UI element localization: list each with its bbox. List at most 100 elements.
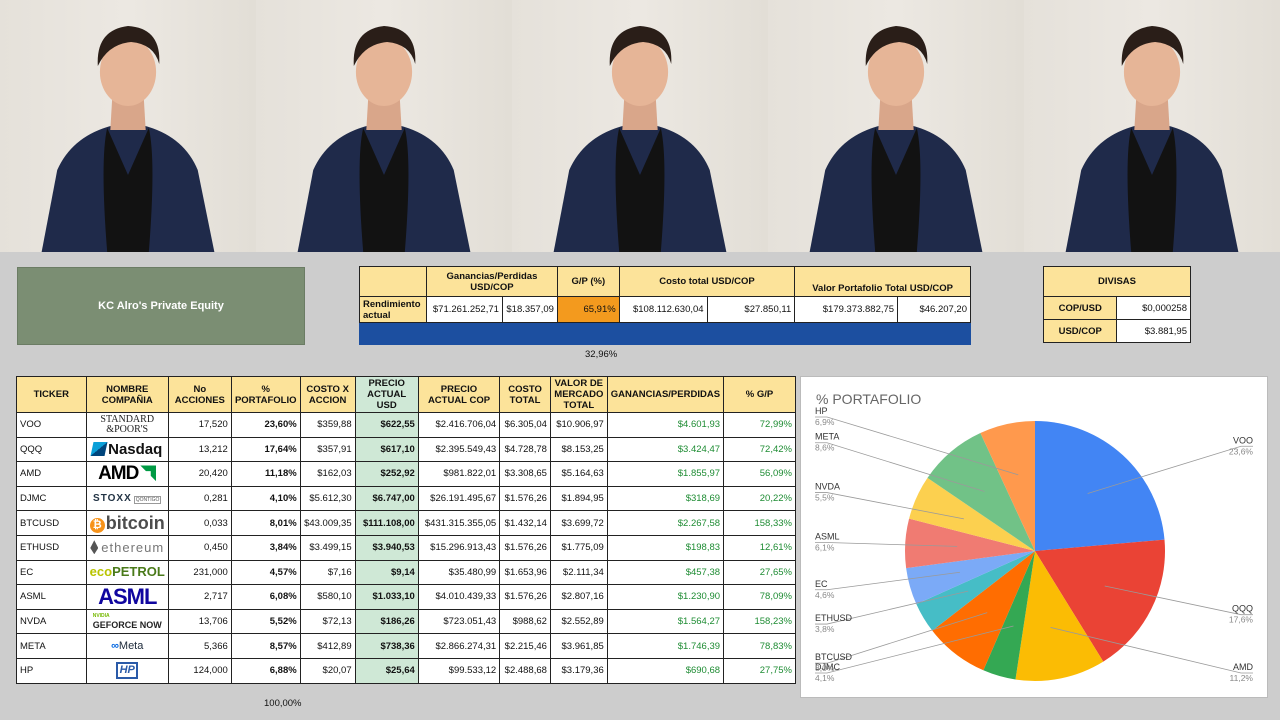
gains-cell[interactable]: $2.267,58 [606, 510, 725, 536]
portfolio-pct-cell[interactable]: 23,60% [230, 412, 301, 438]
pie-slice-ethusd[interactable] [916, 551, 1035, 631]
shares-cell[interactable]: 0,450 [167, 534, 232, 561]
col-header-market-value[interactable]: VALOR DE MERCADO TOTAL [549, 376, 608, 413]
pie-slice-qqq[interactable] [1035, 539, 1165, 662]
gains-cell[interactable]: $4.601,93 [606, 412, 725, 438]
shares-cell[interactable]: 0,281 [167, 485, 232, 512]
shares-cell[interactable]: 0,033 [167, 510, 232, 536]
price-cop-cell[interactable]: $723.051,43 [417, 608, 501, 635]
summary-header-gains[interactable]: Ganancias/Perdidas USD/COP [425, 266, 558, 297]
portfolio-pct-cell[interactable]: 11,18% [230, 461, 301, 487]
summary-header-value[interactable]: Valor Portafolio Total USD/COP [794, 266, 971, 297]
company-logo-cell[interactable]: AMD [85, 461, 169, 487]
cost-total-cell[interactable]: $1.576,26 [499, 584, 551, 610]
divisas-label[interactable]: COP/USD [1042, 296, 1118, 320]
cost-total-cell[interactable]: $3.308,65 [499, 461, 551, 487]
col-header-price-usd[interactable]: PRECIO ACTUAL USD [354, 376, 419, 413]
price-cop-cell[interactable]: $26.191.495,67 [417, 485, 501, 512]
cost-per-share-cell[interactable]: $162,03 [299, 461, 356, 487]
price-cop-cell[interactable]: $15.296.913,43 [417, 534, 501, 561]
shares-cell[interactable]: 13,212 [167, 436, 232, 463]
shares-cell[interactable]: 17,520 [167, 412, 232, 438]
cost-per-share-cell[interactable]: $72,13 [299, 608, 356, 635]
ticker-cell[interactable]: BTCUSD [16, 510, 87, 536]
col-header-company[interactable]: NOMBRE COMPAÑIA [85, 376, 169, 413]
market-value-cell[interactable]: $3.699,72 [549, 510, 608, 536]
divisas-value[interactable]: $3.881,95 [1116, 319, 1191, 343]
market-value-cell[interactable]: $2.111,34 [549, 559, 608, 586]
cost-total-cell[interactable]: $1.653,96 [499, 559, 551, 586]
price-usd-cell[interactable]: $186,26 [354, 608, 419, 635]
col-header-gains[interactable]: GANANCIAS/PERDIDAS [606, 376, 725, 413]
cost-total-cell[interactable]: $6.305,04 [499, 412, 551, 438]
gp-pct-cell[interactable]: 27,65% [723, 559, 796, 586]
gains-cell[interactable]: $457,38 [606, 559, 725, 586]
price-cop-cell[interactable]: $431.315.355,05 [417, 510, 501, 536]
summary-row-label[interactable]: Rendimiento actual [359, 296, 427, 323]
price-usd-cell[interactable]: $6.747,00 [354, 485, 419, 512]
company-logo-cell[interactable]: ∞Meta [85, 633, 169, 659]
shares-cell[interactable]: 124,000 [167, 657, 232, 684]
gains-cell[interactable]: $1.746,39 [606, 633, 725, 659]
cost-per-share-cell[interactable]: $7,16 [299, 559, 356, 586]
shares-cell[interactable]: 231,000 [167, 559, 232, 586]
col-header-shares[interactable]: No ACCIONES [167, 376, 232, 413]
portfolio-pct-cell[interactable]: 3,84% [230, 534, 301, 561]
market-value-cell[interactable]: $1.775,09 [549, 534, 608, 561]
gp-pct-cell[interactable]: 56,09% [723, 461, 796, 487]
portfolio-pie-chart[interactable]: % PORTAFOLIO VOO 23,6% QQQ 17,6% AMD 11,2% DJM… [800, 376, 1268, 698]
company-logo-cell[interactable]: ₿ bitcoin [85, 510, 169, 536]
portfolio-pct-cell[interactable]: 4,10% [230, 485, 301, 512]
price-cop-cell[interactable]: $99.533,12 [417, 657, 501, 684]
gp-pct-cell[interactable]: 78,83% [723, 633, 796, 659]
summary-cost-usd[interactable]: $27.850,11 [706, 296, 796, 323]
summary-gains-usd[interactable]: $18.357,09 [501, 296, 558, 323]
pie-slice-voo[interactable] [1035, 421, 1165, 551]
cost-total-cell[interactable]: $1.576,26 [499, 534, 551, 561]
ticker-cell[interactable]: VOO [16, 412, 87, 438]
price-usd-cell[interactable]: $3.940,53 [354, 534, 419, 561]
portfolio-pct-cell[interactable]: 6,08% [230, 584, 301, 610]
portfolio-pct-cell[interactable]: 4,57% [230, 559, 301, 586]
price-usd-cell[interactable]: $1.033,10 [354, 584, 419, 610]
company-logo-cell[interactable]: ethereum [85, 534, 169, 561]
portfolio-pct-cell[interactable]: 5,52% [230, 608, 301, 635]
shares-cell[interactable]: 2,717 [167, 584, 232, 610]
price-usd-cell[interactable]: $617,10 [354, 436, 419, 463]
gp-pct-cell[interactable]: 12,61% [723, 534, 796, 561]
col-header-price-cop[interactable]: PRECIO ACTUAL COP [417, 376, 501, 413]
gp-pct-cell[interactable]: 158,23% [723, 608, 796, 635]
gains-cell[interactable]: $1.855,97 [606, 461, 725, 487]
pie-slice-djmc[interactable] [983, 551, 1035, 680]
cost-total-cell[interactable]: $1.576,26 [499, 485, 551, 512]
ticker-cell[interactable]: QQQ [16, 436, 87, 463]
pie-slice-btcusd[interactable] [932, 551, 1035, 671]
company-logo-cell[interactable]: STOXX QONTIGO [85, 485, 169, 512]
price-cop-cell[interactable]: $35.480,99 [417, 559, 501, 586]
divisas-label[interactable]: USD/COP [1042, 319, 1118, 343]
company-logo-cell[interactable]: ecoPETROL [85, 559, 169, 586]
company-logo-cell[interactable]: ASML [85, 584, 169, 610]
cost-per-share-cell[interactable]: $20,07 [299, 657, 356, 684]
market-value-cell[interactable]: $3.179,36 [549, 657, 608, 684]
cost-total-cell[interactable]: $4.728,78 [499, 436, 551, 463]
cost-per-share-cell[interactable]: $5.612,30 [299, 485, 356, 512]
market-value-cell[interactable]: $2.552,89 [549, 608, 608, 635]
price-cop-cell[interactable]: $4.010.439,33 [417, 584, 501, 610]
summary-header-gp[interactable]: G/P (%) [556, 266, 620, 297]
summary-gp-pct[interactable]: 65,91% [556, 296, 620, 323]
price-cop-cell[interactable]: $2.866.274,31 [417, 633, 501, 659]
ticker-cell[interactable]: AMD [16, 461, 87, 487]
summary-gains-cop[interactable]: $71.261.252,71 [425, 296, 503, 323]
ticker-cell[interactable]: DJMC [16, 485, 87, 512]
gp-pct-cell[interactable]: 158,33% [723, 510, 796, 536]
cost-per-share-cell[interactable]: $357,91 [299, 436, 356, 463]
company-logo-cell[interactable]: STANDARD &POOR'S [85, 412, 169, 438]
cost-per-share-cell[interactable]: $359,88 [299, 412, 356, 438]
gains-cell[interactable]: $690,68 [606, 657, 725, 684]
summary-value-cop[interactable]: $179.373.882,75 [794, 296, 899, 323]
portfolio-total-pct[interactable]: 100,00% [264, 698, 302, 709]
price-usd-cell[interactable]: $622,55 [354, 412, 419, 438]
cost-per-share-cell[interactable]: $43.009,35 [299, 510, 356, 536]
summary-blue-bar[interactable] [359, 322, 971, 345]
